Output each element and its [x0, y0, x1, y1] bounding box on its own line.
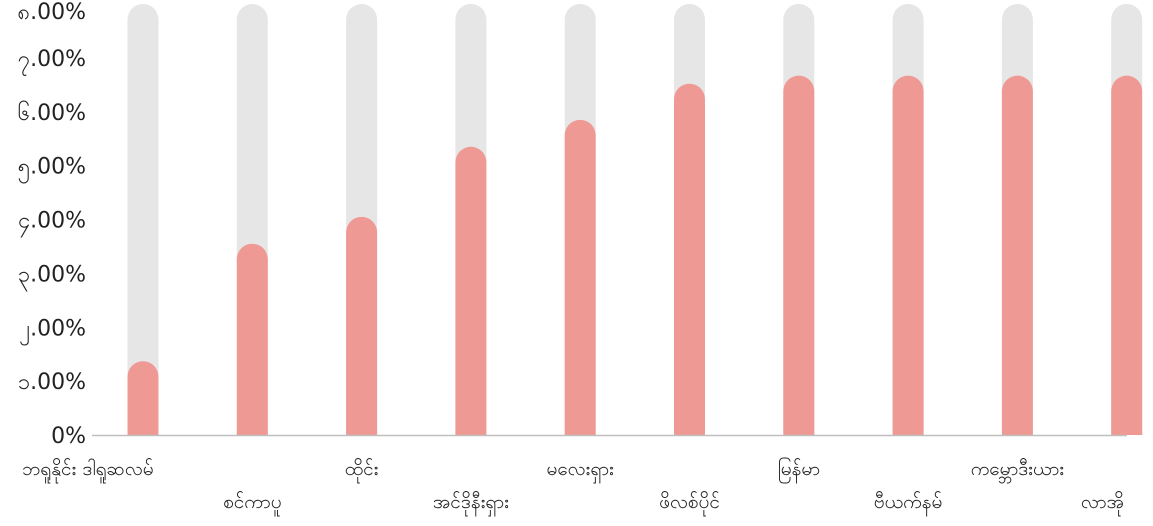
- bar-4: [564, 119, 596, 436]
- bar-9: [1111, 75, 1143, 435]
- bar-7: [892, 75, 924, 435]
- bars: [127, 75, 1143, 436]
- bar-2: [346, 216, 378, 435]
- category-label-9: လာအို: [1081, 490, 1124, 517]
- y-axis-tick-labels: 0% ၁.00% ၂.00% ၃.00% ၄.00% ၅.00% ၆.00% ၇.00% ၈.0…: [18, 0, 86, 449]
- bar-8: [1001, 75, 1033, 435]
- category-label-4: မလေးရှား: [547, 458, 614, 484]
- y-tick-label-1: ၁.00%: [18, 370, 86, 395]
- y-tick-label-7: ၇.00%: [18, 47, 86, 76]
- category-label-0: ဘရူနိုင်း ဒါရူဆလမ်: [22, 457, 154, 484]
- bar-3: [455, 146, 487, 435]
- category-label-1: စင်ကာပူ: [223, 490, 281, 517]
- x-axis-category-labels: ဘရူနိုင်း ဒါရူဆလမ်စင်ကာပူ ထိုင်းအင်ဒိုနီး…: [22, 456, 1124, 517]
- y-tick-label-2: ၂.00%: [19, 316, 86, 345]
- bar-1: [236, 243, 268, 435]
- category-label-7: ဗီယက်နမ်: [874, 490, 943, 517]
- y-tick-label-0: 0%: [51, 424, 86, 449]
- y-tick-label-4: ၄.00%: [18, 209, 86, 238]
- bar-tracks: [127, 4, 1143, 436]
- bar-5: [674, 83, 705, 436]
- category-label-6: မြန်မာ: [778, 456, 821, 484]
- y-tick-label-8: ၈.00%: [18, 0, 86, 25]
- bar-track-0: [127, 4, 159, 435]
- y-tick-label-3: ၃.00%: [18, 262, 86, 291]
- category-label-5: ဖိလစ်ပိုင်: [659, 490, 720, 517]
- category-label-2: ထိုင်း: [345, 457, 379, 484]
- y-tick-label-5: ၅.00%: [18, 155, 86, 184]
- bar-0: [127, 361, 159, 435]
- category-label-3: အင်ဒိုနီးရှား: [433, 490, 509, 517]
- bar-6: [783, 75, 815, 435]
- y-tick-label-6: ၆.00%: [18, 100, 86, 126]
- category-label-8: ကမ္ဘောဒီးယား: [971, 457, 1064, 484]
